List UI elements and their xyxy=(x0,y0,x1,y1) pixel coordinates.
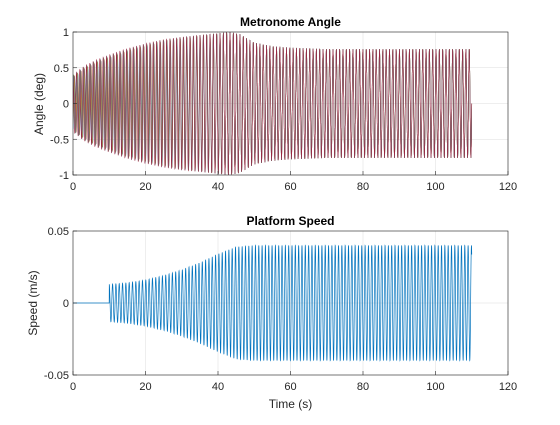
platform-speed-x-tick-label: 60 xyxy=(284,381,296,393)
metronome-angle-y-tick-label: -0.5 xyxy=(50,134,69,146)
metronome-angle-title: Metronome Angle xyxy=(240,15,341,29)
platform-speed-y-tick-label: 0.05 xyxy=(48,226,69,238)
platform-speed-x-label: Time (s) xyxy=(269,397,313,411)
platform-speed-y-tick-label: 0 xyxy=(63,298,69,310)
platform-speed-x-ticks: 0 20 40 60 80 100 120 xyxy=(70,371,517,393)
metronome-angle-y-tick-label: 0.5 xyxy=(54,63,69,75)
metronome-angle-y-ticks: -1 -0.5 0 0.5 1 xyxy=(50,27,77,182)
platform-speed-x-tick-label: 0 xyxy=(70,381,76,393)
platform-speed-series-group xyxy=(73,244,473,362)
metronome-angle-axes: 0 20 40 60 80 100 120 -1 -0.5 0 0.5 1 Metronome An… xyxy=(32,15,517,193)
platform-speed-y-ticks: -0.05 0 0.05 xyxy=(44,226,77,382)
platform-speed-x-tick-label: 40 xyxy=(212,381,224,393)
platform-speed-x-tick-label: 120 xyxy=(499,381,517,393)
platform-speed-x-tick-label: 20 xyxy=(139,381,151,393)
metronome-angle-x-tick-label: 120 xyxy=(499,181,517,193)
platform-speed-y-label: Speed (m/s) xyxy=(26,270,40,335)
metronome-angle-y-label: Angle (deg) xyxy=(32,73,46,135)
metronome-angle-x-tick-label: 40 xyxy=(212,181,224,193)
metronome-angle-x-tick-label: 80 xyxy=(357,181,369,193)
platform-speed-y-tick-label: -0.05 xyxy=(44,370,69,382)
metronome-angle-y-tick-label: 0 xyxy=(63,99,69,111)
platform-speed-x-tick-label: 80 xyxy=(357,381,369,393)
platform-speed-series-line xyxy=(73,244,473,362)
metronome-angle-x-tick-label: 20 xyxy=(139,181,151,193)
metronome-angle-x-tick-label: 0 xyxy=(70,181,76,193)
metronome-angle-series-group xyxy=(73,32,473,175)
metronome-angle-x-tick-label: 60 xyxy=(284,181,296,193)
metronome-angle-y-tick-label: 1 xyxy=(63,27,69,39)
metronome-angle-series-line xyxy=(73,32,473,175)
metronome-angle-x-ticks: 0 20 40 60 80 100 120 xyxy=(70,171,517,193)
platform-speed-x-tick-label: 100 xyxy=(426,381,444,393)
metronome-angle-x-tick-label: 100 xyxy=(426,181,444,193)
platform-speed-title: Platform Speed xyxy=(246,214,334,228)
metronome-angle-y-tick-label: -1 xyxy=(59,170,69,182)
